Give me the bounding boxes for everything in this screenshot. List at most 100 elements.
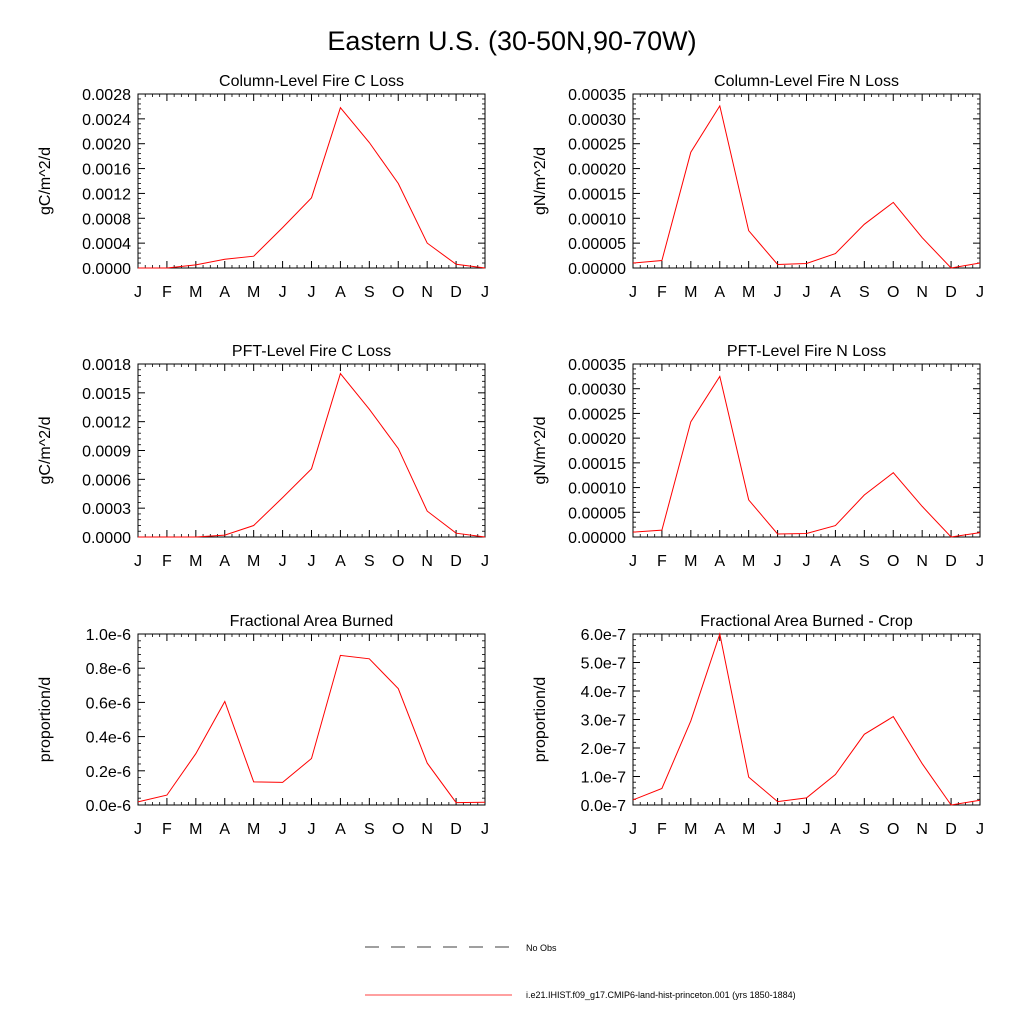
y-tick-label: 0.0012 (82, 186, 131, 203)
x-tick-label: J (774, 553, 782, 570)
series-line (632, 632, 981, 806)
x-tick-label: J (803, 821, 811, 838)
y-tick-label: 0.00000 (568, 530, 626, 547)
x-tick-label: F (657, 284, 667, 301)
x-tick-label: J (134, 284, 142, 301)
y-tick-label: 0.00025 (568, 406, 626, 423)
x-tick-label: M (247, 821, 260, 838)
x-tick-label: J (976, 553, 984, 570)
x-tick-label: M (189, 553, 202, 570)
y-tick-label: 0.00005 (568, 505, 626, 522)
x-tick-label: S (364, 553, 375, 570)
x-tick-label: N (421, 553, 433, 570)
panel-6: Fractional Area Burned - Crop proportion/… (532, 613, 984, 838)
y-tick-label: 0.0008 (82, 211, 131, 228)
x-tick-label: N (421, 821, 433, 838)
x-tick-label: S (364, 821, 375, 838)
x-tick-label: O (392, 284, 404, 301)
x-tick-label: N (916, 553, 928, 570)
y-axis-label: gN/m^2/d (532, 417, 549, 485)
x-tick-label: J (629, 553, 637, 570)
x-tick-label: S (859, 284, 870, 301)
series-line (632, 104, 981, 269)
x-tick-label: M (247, 284, 260, 301)
y-tick-label: 0.00010 (568, 211, 626, 228)
x-tick-label: J (279, 553, 287, 570)
x-tick-label: J (308, 284, 316, 301)
y-tick-label: 0.00035 (568, 357, 626, 374)
x-tick-label: D (450, 553, 462, 570)
x-tick-label: J (774, 284, 782, 301)
y-tick-label: 0.00015 (568, 186, 626, 203)
x-tick-label: M (684, 284, 697, 301)
x-tick-label: M (742, 553, 755, 570)
x-tick-label: N (421, 284, 433, 301)
y-tick-label: 0.0024 (82, 112, 131, 129)
x-tick-label: J (308, 553, 316, 570)
x-tick-label: D (945, 553, 957, 570)
y-tick-label: 1.0e-7 (581, 770, 626, 787)
series-line (632, 375, 981, 538)
x-tick-label: O (887, 553, 899, 570)
x-tick-label: O (887, 821, 899, 838)
y-tick-label: 0.00010 (568, 481, 626, 498)
x-tick-label: S (364, 284, 375, 301)
y-tick-label: 0.4e-6 (86, 730, 131, 747)
x-tick-label: M (247, 553, 260, 570)
plot-frame (137, 93, 486, 269)
series-line (138, 106, 486, 269)
legend-obs-label: No Obs (526, 943, 557, 953)
x-tick-label: M (189, 821, 202, 838)
x-tick-label: J (481, 821, 489, 838)
x-tick-label: F (162, 553, 172, 570)
x-tick-label: J (976, 284, 984, 301)
x-tick-label: A (830, 284, 841, 301)
x-tick-label: S (859, 553, 870, 570)
y-tick-label: 5.0e-7 (581, 656, 626, 673)
y-tick-label: 0.0020 (82, 137, 131, 154)
x-tick-label: J (629, 284, 637, 301)
x-tick-label: A (830, 821, 841, 838)
legend: No Obs i.e21.IHIST.f09_g17.CMIP6-land-hi… (365, 943, 796, 1000)
series-line (138, 372, 486, 538)
x-tick-label: A (335, 553, 346, 570)
y-tick-label: 0.0004 (82, 236, 131, 253)
y-tick-label: 0.00015 (568, 456, 626, 473)
plot-frame (632, 363, 981, 538)
x-tick-label: M (684, 553, 697, 570)
y-axis-label: gN/m^2/d (532, 147, 549, 215)
y-tick-label: 0.00030 (568, 112, 626, 129)
x-tick-label: M (742, 821, 755, 838)
y-tick-label: 0.0000 (82, 261, 131, 278)
y-tick-label: 0.0000 (82, 530, 131, 547)
y-tick-label: 0.2e-6 (86, 764, 131, 781)
x-tick-label: A (335, 284, 346, 301)
x-tick-label: O (392, 821, 404, 838)
y-tick-label: 0.0e-6 (86, 798, 131, 815)
panel-title: Column-Level Fire N Loss (714, 73, 899, 90)
x-tick-label: A (219, 553, 230, 570)
x-tick-label: D (450, 821, 462, 838)
x-tick-label: J (134, 821, 142, 838)
y-tick-label: 0.00005 (568, 236, 626, 253)
x-tick-label: A (219, 821, 230, 838)
x-tick-label: F (162, 821, 172, 838)
y-tick-label: 0.0018 (82, 357, 131, 374)
x-tick-label: F (657, 553, 667, 570)
panel-title: Column-Level Fire C Loss (219, 73, 404, 90)
y-tick-label: 0.0009 (82, 444, 131, 461)
y-tick-label: 0.00035 (568, 87, 626, 104)
y-tick-label: 0.0012 (82, 415, 131, 432)
series-line (137, 654, 486, 804)
x-tick-label: M (684, 821, 697, 838)
x-tick-label: J (803, 284, 811, 301)
y-tick-label: 0.00030 (568, 382, 626, 399)
y-tick-label: 0.0016 (82, 162, 131, 179)
x-tick-label: D (945, 284, 957, 301)
y-tick-label: 2.0e-7 (581, 741, 626, 758)
x-tick-label: J (279, 284, 287, 301)
y-axis-label: gC/m^2/d (37, 147, 54, 215)
x-tick-label: O (392, 553, 404, 570)
panel-title: PFT-Level Fire N Loss (727, 343, 886, 360)
